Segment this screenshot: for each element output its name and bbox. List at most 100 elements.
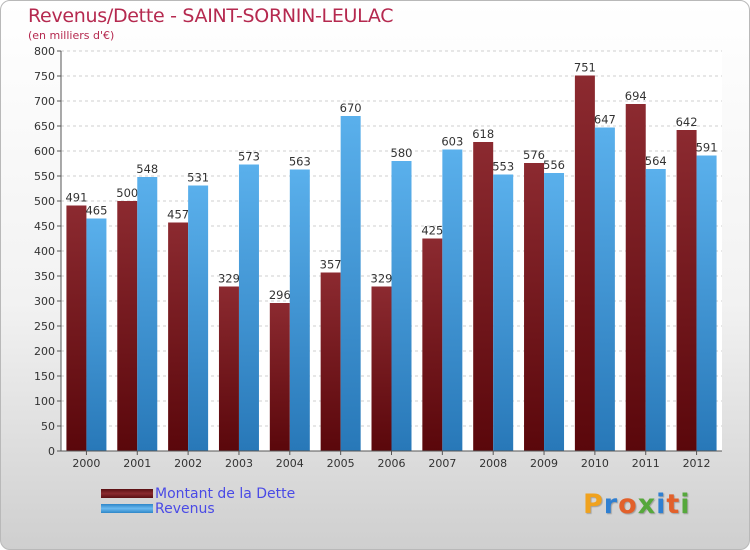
y-tick-label: 700 bbox=[34, 95, 55, 108]
bar-revenus bbox=[289, 169, 310, 451]
data-label-dette: 329 bbox=[218, 272, 240, 286]
legend-item-revenus: Revenus bbox=[101, 500, 295, 517]
data-label-revenus: 531 bbox=[187, 171, 209, 185]
bar-revenus bbox=[86, 218, 107, 451]
y-tick-label: 400 bbox=[34, 245, 55, 258]
data-label-dette: 296 bbox=[269, 288, 291, 302]
y-tick-label: 150 bbox=[34, 370, 55, 383]
legend: Montant de la Dette Revenus bbox=[101, 485, 296, 517]
bar-revenus bbox=[391, 161, 412, 451]
bar-dette bbox=[524, 163, 545, 451]
data-label-revenus: 647 bbox=[594, 113, 616, 127]
logo-letter: i bbox=[680, 489, 691, 520]
x-tick-label: 2000 bbox=[72, 457, 100, 470]
legend-item-dette: Montant de la Dette bbox=[101, 485, 296, 502]
y-tick-label: 650 bbox=[34, 120, 55, 133]
data-label-revenus: 563 bbox=[289, 155, 311, 169]
legend-swatch-dette bbox=[101, 489, 153, 498]
data-label-revenus: 591 bbox=[696, 141, 718, 155]
logo-letter: t bbox=[666, 489, 681, 520]
bar-dette bbox=[473, 142, 494, 451]
y-tick-label: 50 bbox=[41, 420, 55, 433]
legend-label-revenus: Revenus bbox=[155, 500, 215, 517]
bar-revenus bbox=[137, 177, 158, 451]
y-tick-label: 0 bbox=[48, 445, 55, 458]
bar-dette bbox=[269, 303, 290, 451]
chart-title: Revenus/Dette - SAINT-SORNIN-LEULAC bbox=[28, 5, 394, 27]
data-label-revenus: 553 bbox=[492, 160, 514, 174]
bar-dette bbox=[574, 75, 595, 451]
bar-dette bbox=[320, 272, 341, 451]
x-tick-label: 2003 bbox=[225, 457, 253, 470]
x-tick-label: 2006 bbox=[378, 457, 406, 470]
data-label-revenus: 603 bbox=[441, 135, 463, 149]
x-tick-label: 2007 bbox=[428, 457, 456, 470]
bar-dette bbox=[371, 286, 392, 451]
y-tick-label: 800 bbox=[34, 45, 55, 58]
data-label-dette: 357 bbox=[320, 258, 342, 272]
data-label-revenus: 465 bbox=[85, 204, 107, 218]
bar-revenus bbox=[594, 127, 615, 451]
data-label-revenus: 670 bbox=[340, 101, 362, 115]
data-label-dette: 642 bbox=[676, 115, 698, 129]
legend-swatch-revenus bbox=[101, 504, 153, 513]
x-tick-label: 2004 bbox=[276, 457, 304, 470]
y-tick-label: 100 bbox=[34, 395, 55, 408]
bar-revenus bbox=[340, 116, 361, 451]
data-label-dette: 425 bbox=[421, 224, 443, 238]
y-tick-label: 250 bbox=[34, 320, 55, 333]
logo-letter: P bbox=[583, 489, 604, 520]
data-label-revenus: 564 bbox=[645, 154, 667, 168]
bar-dette bbox=[218, 286, 239, 451]
bar-revenus bbox=[238, 164, 259, 451]
x-tick-label: 2009 bbox=[530, 457, 558, 470]
bar-dette bbox=[676, 130, 697, 451]
x-tick-label: 2011 bbox=[632, 457, 660, 470]
y-tick-label: 350 bbox=[34, 270, 55, 283]
bar-dette bbox=[168, 222, 189, 451]
y-tick-label: 500 bbox=[34, 195, 55, 208]
data-label-revenus: 573 bbox=[238, 150, 260, 164]
data-label-revenus: 548 bbox=[136, 162, 158, 176]
bar-dette bbox=[422, 238, 443, 451]
legend-label-dette: Montant de la Dette bbox=[155, 485, 296, 502]
bar-dette bbox=[66, 205, 87, 451]
y-tick-label: 300 bbox=[34, 295, 55, 308]
x-tick-label: 2010 bbox=[581, 457, 609, 470]
data-label-dette: 500 bbox=[116, 186, 138, 200]
data-label-dette: 694 bbox=[625, 89, 647, 103]
chart-subtitle: (en milliers d'€) bbox=[28, 29, 115, 42]
y-tick-label: 750 bbox=[34, 70, 55, 83]
data-label-dette: 751 bbox=[574, 61, 596, 75]
data-label-dette: 576 bbox=[523, 148, 545, 162]
logo-letter: i bbox=[656, 489, 667, 520]
x-tick-label: 2005 bbox=[327, 457, 355, 470]
y-tick-label: 600 bbox=[34, 145, 55, 158]
x-tick-label: 2001 bbox=[123, 457, 151, 470]
data-label-dette: 329 bbox=[371, 272, 393, 286]
bar-revenus bbox=[544, 173, 565, 451]
x-tick-label: 2008 bbox=[479, 457, 507, 470]
bar-dette bbox=[117, 201, 138, 451]
data-label-revenus: 556 bbox=[543, 158, 565, 172]
proxiti-logo: Proxiti bbox=[583, 489, 691, 520]
y-tick-label: 550 bbox=[34, 170, 55, 183]
x-tick-label: 2012 bbox=[683, 457, 711, 470]
x-tick-label: 2002 bbox=[174, 457, 202, 470]
logo-letter: o bbox=[618, 489, 638, 520]
y-tick-label: 200 bbox=[34, 345, 55, 358]
logo-letter: x bbox=[637, 489, 657, 520]
bar-revenus bbox=[645, 169, 666, 451]
logo-letter: r bbox=[603, 489, 619, 520]
bar-revenus bbox=[442, 149, 463, 451]
bar-revenus bbox=[696, 155, 717, 451]
bar-revenus bbox=[188, 185, 209, 451]
data-label-revenus: 580 bbox=[391, 146, 413, 160]
y-tick-label: 450 bbox=[34, 220, 55, 233]
bar-dette bbox=[625, 104, 646, 451]
data-label-dette: 618 bbox=[472, 127, 494, 141]
data-label-dette: 491 bbox=[65, 191, 87, 205]
bar-revenus bbox=[493, 174, 514, 451]
